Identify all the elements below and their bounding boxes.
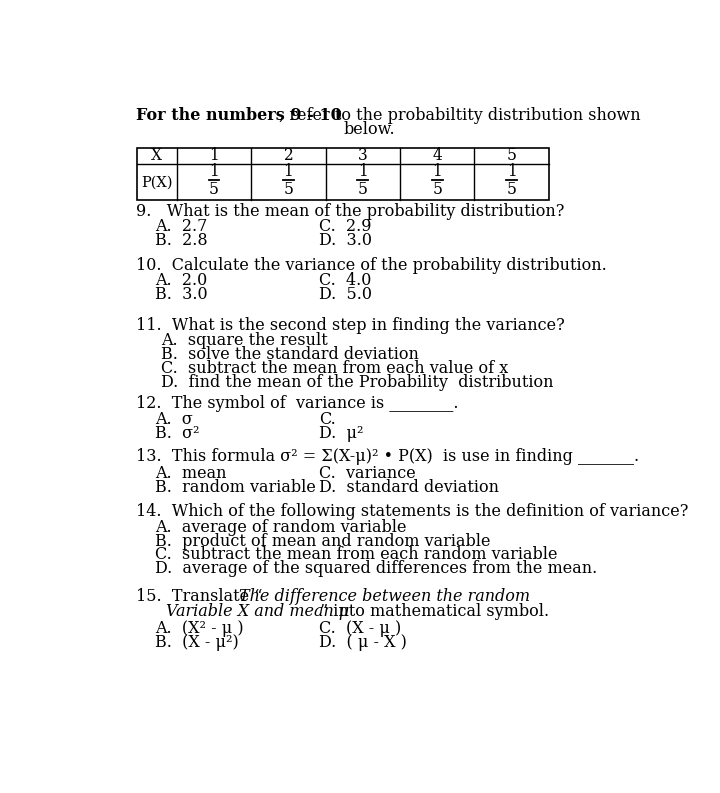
Text: C.  variance: C. variance — [319, 465, 415, 482]
Text: D.  5.0: D. 5.0 — [319, 286, 372, 303]
Text: 1: 1 — [209, 147, 219, 164]
Text: P(X): P(X) — [141, 175, 172, 190]
Text: 5: 5 — [284, 181, 294, 197]
Text: 11.  What is the second step in finding the variance?: 11. What is the second step in finding t… — [137, 317, 565, 334]
Text: D.  ( μ - X ): D. ( μ - X ) — [319, 634, 407, 651]
Text: C.  2.9: C. 2.9 — [319, 218, 371, 236]
Text: A.  average of random variable: A. average of random variable — [155, 519, 407, 535]
Text: For the numbers 9 - 10: For the numbers 9 - 10 — [137, 108, 342, 125]
Text: 12.  The symbol of  variance is ________.: 12. The symbol of variance is ________. — [137, 396, 459, 412]
Text: 5: 5 — [432, 181, 442, 197]
Text: A.  square the result: A. square the result — [161, 332, 328, 350]
Text: C.: C. — [319, 411, 336, 428]
Text: 1: 1 — [432, 163, 442, 180]
Text: below.: below. — [343, 121, 395, 138]
Bar — [137, 147, 549, 200]
Text: B.  3.0: B. 3.0 — [155, 286, 208, 303]
Text: B.  2.8: B. 2.8 — [155, 232, 208, 249]
Text: B.  product of mean and random variable: B. product of mean and random variable — [155, 533, 490, 550]
Text: 1: 1 — [209, 163, 219, 180]
Text: 5: 5 — [358, 181, 368, 197]
Text: 2: 2 — [284, 147, 293, 164]
Text: 5: 5 — [507, 181, 517, 197]
Text: 1: 1 — [507, 163, 516, 180]
Text: B.  (X - μ²): B. (X - μ²) — [155, 634, 239, 651]
Text: 15.  Translate “: 15. Translate “ — [137, 588, 263, 605]
Text: A.  mean: A. mean — [155, 465, 227, 482]
Text: A.  (X² - μ ): A. (X² - μ ) — [155, 620, 244, 638]
Text: 3: 3 — [358, 147, 368, 164]
Text: 9.   What is the mean of the probability distribution?: 9. What is the mean of the probability d… — [137, 203, 565, 220]
Text: Variable X and mean μ: Variable X and mean μ — [166, 603, 354, 619]
Text: 14.  Which of the following statements is the definition of variance?: 14. Which of the following statements is… — [137, 504, 689, 520]
Text: B.  random variable: B. random variable — [155, 479, 316, 496]
Text: 5: 5 — [507, 147, 517, 164]
Text: C.  subtract the mean from each value of x: C. subtract the mean from each value of … — [161, 360, 508, 377]
Text: 1: 1 — [358, 163, 368, 180]
Text: The difference between the random: The difference between the random — [239, 588, 530, 605]
Text: A.  2.0: A. 2.0 — [155, 272, 207, 289]
Text: 1: 1 — [284, 163, 293, 180]
Text: 5: 5 — [209, 181, 219, 197]
Text: 4: 4 — [432, 147, 442, 164]
Text: , refer to the probabiltity distribution shown: , refer to the probabiltity distribution… — [279, 108, 641, 125]
Text: X: X — [151, 147, 162, 164]
Text: B.  solve the standard deviation: B. solve the standard deviation — [161, 347, 419, 363]
Text: 10.  Calculate the variance of the probability distribution.: 10. Calculate the variance of the probab… — [137, 257, 607, 274]
Text: C.  (X - μ ): C. (X - μ ) — [319, 620, 401, 638]
Text: B.  σ²: B. σ² — [155, 425, 199, 442]
Text: 13.  This formula σ² = Σ(X-μ)² • P(X)  is use in finding _______.: 13. This formula σ² = Σ(X-μ)² • P(X) is … — [137, 448, 639, 465]
Text: D.  average of the squared differences from the mean.: D. average of the squared differences fr… — [155, 560, 598, 577]
Text: D.  3.0: D. 3.0 — [319, 232, 372, 249]
Text: C.  4.0: C. 4.0 — [319, 272, 371, 289]
Text: D.  standard deviation: D. standard deviation — [319, 479, 499, 496]
Text: D.  μ²: D. μ² — [319, 425, 363, 442]
Text: C.  subtract the mean from each random variable: C. subtract the mean from each random va… — [155, 546, 557, 563]
Text: A.  2.7: A. 2.7 — [155, 218, 207, 236]
Text: D.  find the mean of the Probability  distribution: D. find the mean of the Probability dist… — [161, 374, 554, 391]
Text: ” into mathematical symbol.: ” into mathematical symbol. — [320, 603, 549, 619]
Text: A.  σ: A. σ — [155, 411, 193, 428]
